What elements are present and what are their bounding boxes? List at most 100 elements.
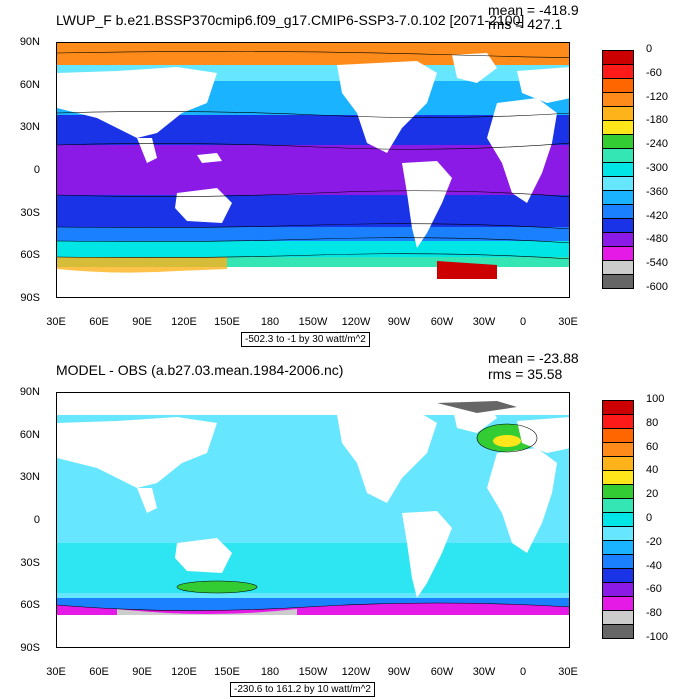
legend-swatch — [602, 134, 634, 149]
arctic-gray-patch — [437, 401, 517, 413]
legend-label: 100 — [646, 393, 665, 405]
map-svg — [57, 43, 569, 297]
legend-label: -360 — [646, 185, 669, 198]
asia — [57, 67, 217, 138]
legend-label: 60 — [646, 440, 659, 453]
lon-label: 60E — [89, 666, 109, 678]
legend-label: -100 — [646, 631, 669, 643]
southern-green-patch — [177, 581, 257, 593]
legend-swatch — [602, 610, 634, 625]
legend-label: -540 — [646, 257, 669, 270]
map-plot — [56, 392, 570, 648]
lon-label: 30W — [472, 666, 496, 678]
lon-label: 150W — [298, 666, 328, 678]
lon-label: 150E — [214, 316, 240, 328]
europe — [517, 67, 569, 103]
legend-label: -420 — [646, 209, 669, 222]
lon-label: 60W — [430, 316, 454, 328]
europe — [517, 417, 569, 453]
legend-label: -20 — [646, 535, 662, 548]
asia — [57, 417, 217, 488]
legend-label: -60 — [646, 66, 662, 79]
lat-label: 60S — [20, 249, 40, 261]
lon-label: 30E — [558, 316, 578, 328]
lon-label: 30E — [558, 666, 578, 678]
map-svg — [57, 393, 569, 647]
lon-label: 150E — [214, 666, 240, 678]
legend-swatch — [602, 148, 634, 163]
legend-swatch — [602, 50, 634, 65]
band-arctic — [57, 43, 569, 65]
contour-line — [57, 237, 569, 244]
lat-label: 30N — [19, 471, 40, 483]
north-america — [337, 61, 437, 153]
lat-label: 30N — [19, 121, 40, 133]
contour-range-label: -502.3 to -1 by 30 watt/m^2 — [241, 332, 370, 347]
legend-swatch — [602, 232, 634, 247]
legend-label: -60 — [646, 583, 662, 596]
panel-title: LWUP_F b.e21.BSSP370cmip6.f09_g17.CMIP6-… — [56, 12, 525, 28]
south-america — [402, 511, 452, 598]
legend-swatch — [602, 456, 634, 471]
lat-label: 90S — [20, 642, 40, 654]
antarctica — [57, 617, 569, 647]
lat-label: 60N — [19, 79, 40, 91]
legend-swatch — [602, 414, 634, 429]
lon-label: 90E — [132, 666, 152, 678]
legend-label: -300 — [646, 162, 669, 174]
legend-swatch — [602, 568, 634, 583]
legend-swatch — [602, 162, 634, 177]
legend-label: -600 — [646, 281, 669, 293]
lat-label: 90S — [20, 292, 40, 304]
legend-label: -40 — [646, 559, 662, 572]
mean-label: mean = -23.88 — [488, 350, 579, 366]
contour-lines — [57, 51, 569, 260]
contour-lines — [57, 423, 569, 611]
legend-swatch — [602, 540, 634, 555]
lon-label: 60E — [89, 316, 109, 328]
contour-line — [176, 580, 258, 594]
lon-label: 180 — [260, 316, 280, 328]
lat-label: 0 — [33, 514, 40, 526]
lon-label: 60W — [430, 666, 454, 678]
band-south-mid — [57, 227, 569, 241]
legend-label: -240 — [646, 138, 669, 151]
lon-label: 120W — [341, 316, 371, 328]
legend-swatch — [602, 260, 634, 275]
contour-line — [57, 223, 569, 230]
contour-line — [57, 190, 569, 198]
antarctic-gray-patch — [117, 609, 297, 615]
legend-swatch — [602, 218, 634, 233]
legend-swatch — [602, 78, 634, 93]
lat-label: 60N — [19, 429, 40, 441]
legend-swatch — [602, 92, 634, 107]
legend-label: -180 — [646, 114, 669, 127]
color-legend: 0 -60 -120 -180 -240 -300 -360 -420 -480 -540 -600 — [602, 43, 668, 293]
contour-range-label: -230.6 to 161.2 by 10 watt/m^2 — [230, 682, 375, 697]
legend-label: 0 — [646, 512, 653, 524]
legend-label: -120 — [646, 90, 669, 103]
lat-label: 90N — [19, 386, 40, 398]
lon-label: 0 — [519, 316, 527, 328]
map-plot — [56, 42, 570, 298]
legend-swatch — [602, 498, 634, 513]
contour-line — [57, 253, 569, 260]
weddell-sea-patch — [437, 261, 497, 279]
legend-swatch — [602, 106, 634, 121]
contour-line — [57, 602, 569, 611]
southern-ocean-bias — [57, 543, 569, 593]
rms-label: rms = 35.58 — [488, 366, 563, 382]
legend-swatch — [602, 64, 634, 79]
legend-swatch — [602, 428, 634, 443]
band-southern-ocean — [57, 257, 569, 267]
antarctic-coast-bias — [57, 603, 569, 615]
africa — [487, 98, 557, 203]
rms-label: rms = 427.1 — [488, 16, 563, 32]
lon-label: 0 — [519, 666, 527, 678]
lon-label: 90W — [387, 666, 411, 678]
contour-line — [476, 423, 538, 453]
legend-swatch — [602, 554, 634, 569]
india — [137, 138, 157, 163]
legend-swatch — [602, 176, 634, 191]
panel-title: MODEL - OBS (a.b27.03.mean.1984-2006.nc) — [56, 362, 344, 378]
